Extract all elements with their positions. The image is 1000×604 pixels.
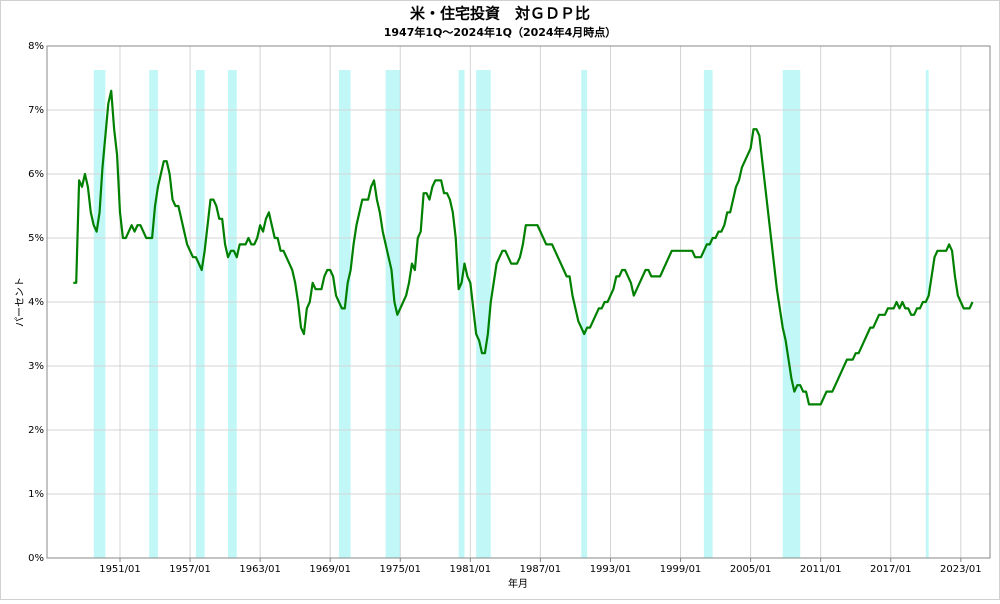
recession-band (925, 70, 929, 558)
x-tick-label: 2017/01 (870, 564, 912, 575)
y-axis-label: パーセント (14, 277, 26, 327)
x-tick-label: 1987/01 (520, 564, 562, 575)
x-tick-label: 2011/01 (800, 564, 842, 575)
recession-band (782, 70, 801, 558)
y-tick-label: 5% (28, 233, 44, 244)
y-tick-label: 3% (28, 361, 44, 372)
y-tick-label: 1% (28, 489, 44, 500)
recession-band (228, 70, 237, 558)
recession-band (338, 70, 351, 558)
recession-band (149, 70, 158, 558)
y-tick-label: 4% (28, 297, 44, 308)
plot-border (46, 45, 991, 559)
recession-band (93, 70, 106, 558)
x-tick-label: 1957/01 (169, 564, 211, 575)
x-tick-label: 1963/01 (239, 564, 281, 575)
x-tick-label: 1981/01 (450, 564, 492, 575)
x-tick-label: 1975/01 (379, 564, 421, 575)
x-axis-label: 年月 (508, 577, 528, 590)
chart-title: 米・住宅投資 対ＧＤＰ比 (410, 5, 590, 23)
x-tick-label: 2005/01 (730, 564, 772, 575)
y-tick-label: 0% (28, 553, 44, 564)
recession-band (703, 70, 713, 558)
y-tick-label: 8% (28, 41, 44, 52)
recession-band (458, 70, 465, 558)
chart-subtitle: 1947年1Q～2024年1Q（2024年4月時点） (384, 25, 617, 39)
x-tick-label: 1969/01 (309, 564, 351, 575)
y-tick-label: 6% (28, 169, 44, 180)
recession-band (195, 70, 205, 558)
y-tick-label: 7% (28, 105, 44, 116)
recession-band (476, 70, 491, 558)
data-line (73, 89, 974, 406)
x-tick-label: 2023/01 (940, 564, 982, 575)
y-tick-label: 2% (28, 425, 44, 436)
x-tick-label: 1993/01 (590, 564, 632, 575)
recession-band (385, 70, 401, 558)
x-tick-label: 1999/01 (660, 564, 702, 575)
x-tick-label: 1951/01 (99, 564, 141, 575)
recession-band (581, 70, 588, 558)
